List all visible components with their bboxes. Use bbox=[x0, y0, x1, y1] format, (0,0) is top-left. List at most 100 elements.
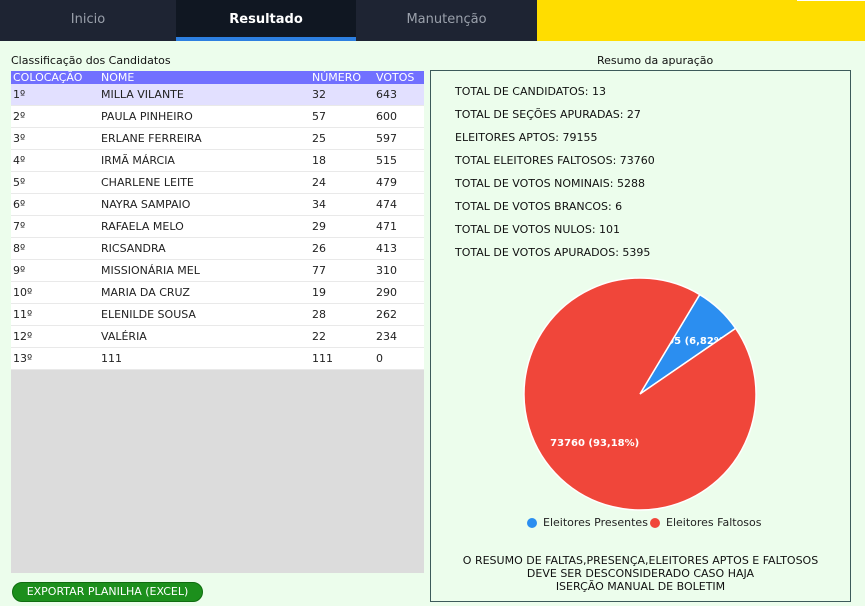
cell-number: 32 bbox=[312, 88, 326, 101]
cell-votes: 597 bbox=[376, 132, 397, 145]
table-row[interactable]: 4º IRMÃ MÁRCIA 18 515 bbox=[11, 150, 424, 172]
cell-name: MILLA VILANTE bbox=[101, 88, 184, 101]
cell-votes: 290 bbox=[376, 286, 397, 299]
cell-number: 24 bbox=[312, 176, 326, 189]
tab-resultado[interactable]: Resultado bbox=[176, 0, 356, 41]
banner-divider bbox=[797, 0, 865, 1]
cell-votes: 515 bbox=[376, 154, 397, 167]
cell-votes: 234 bbox=[376, 330, 397, 343]
cell-name: RICSANDRA bbox=[101, 242, 166, 255]
tab-manutencao[interactable]: Manutenção bbox=[406, 12, 487, 27]
cell-number: 28 bbox=[312, 308, 326, 321]
yellow-banner bbox=[537, 0, 865, 41]
cell-rank: 12º bbox=[13, 330, 33, 343]
cell-name: ERLANE FERREIRA bbox=[101, 132, 202, 145]
cell-number: 57 bbox=[312, 110, 326, 123]
table-row[interactable]: 9º MISSIONÁRIA MEL 77 310 bbox=[11, 260, 424, 282]
cell-name: PAULA PINHEIRO bbox=[101, 110, 193, 123]
table-row[interactable]: 3º ERLANE FERREIRA 25 597 bbox=[11, 128, 424, 150]
export-excel-button[interactable]: EXPORTAR PLANILHA (EXCEL) bbox=[12, 582, 203, 602]
cell-name: MARIA DA CRUZ bbox=[101, 286, 190, 299]
column-header-nome[interactable]: NOME bbox=[101, 71, 135, 84]
table-row[interactable]: 2º PAULA PINHEIRO 57 600 bbox=[11, 106, 424, 128]
cell-number: 26 bbox=[312, 242, 326, 255]
table-row[interactable]: 10º MARIA DA CRUZ 19 290 bbox=[11, 282, 424, 304]
stat-votos-nulos: TOTAL DE VOTOS NULOS: 101 bbox=[455, 223, 621, 236]
cell-name: MISSIONÁRIA MEL bbox=[101, 264, 200, 277]
summary-note-line-2: DEVE SER DESCONSIDERADO CASO HAJA bbox=[526, 567, 755, 580]
stat-eleitores-aptos: ELEITORES APTOS: 79155 bbox=[455, 131, 598, 144]
summary-panel: TOTAL DE CANDIDATOS: 13 TOTAL DE SEÇÕES … bbox=[430, 70, 851, 602]
pie-slice-faltosos[interactable] bbox=[523, 277, 757, 511]
legend-label-presentes: Eleitores Presentes bbox=[543, 516, 648, 529]
summary-note-line-3: ISERÇÃO MANUAL DE BOLETIM bbox=[555, 580, 726, 593]
cell-number: 18 bbox=[312, 154, 326, 167]
pie-label-presentes: 5395 (6,82%) bbox=[653, 336, 728, 347]
legend-label-faltosos: Eleitores Faltosos bbox=[666, 516, 762, 529]
cell-votes: 310 bbox=[376, 264, 397, 277]
stat-eleitores-faltosos: TOTAL ELEITORES FALTOSOS: 73760 bbox=[455, 154, 655, 167]
cell-name: ELENILDE SOUSA bbox=[101, 308, 196, 321]
cell-name: NAYRA SAMPAIO bbox=[101, 198, 191, 211]
cell-name: 111 bbox=[101, 352, 122, 365]
table-row[interactable]: 6º NAYRA SAMPAIO 34 474 bbox=[11, 194, 424, 216]
cell-votes: 479 bbox=[376, 176, 397, 189]
cell-number: 111 bbox=[312, 352, 333, 365]
stat-secoes-apuradas: TOTAL DE SEÇÕES APURADAS: 27 bbox=[455, 108, 641, 121]
tab-inicio[interactable]: Inicio bbox=[70, 12, 106, 27]
pie-label-faltosos: 73760 (93,18%) bbox=[550, 438, 639, 449]
ranking-title: Classificação dos Candidatos bbox=[11, 54, 171, 67]
table-row[interactable]: 5º CHARLENE LEITE 24 479 bbox=[11, 172, 424, 194]
pie-chart: 5395 (6,82%) 73760 (93,18%) bbox=[523, 277, 757, 511]
cell-number: 34 bbox=[312, 198, 326, 211]
cell-rank: 4º bbox=[13, 154, 26, 167]
column-header-numero[interactable]: NÚMERO bbox=[312, 71, 362, 84]
cell-rank: 13º bbox=[13, 352, 33, 365]
column-header-votos[interactable]: VOTOS bbox=[376, 71, 415, 84]
cell-votes: 474 bbox=[376, 198, 397, 211]
table-row[interactable]: 11º ELENILDE SOUSA 28 262 bbox=[11, 304, 424, 326]
cell-number: 29 bbox=[312, 220, 326, 233]
cell-rank: 8º bbox=[13, 242, 26, 255]
cell-rank: 10º bbox=[13, 286, 33, 299]
cell-rank: 7º bbox=[13, 220, 26, 233]
table-header: COLOCAÇÃO NOME NÚMERO VOTOS bbox=[11, 71, 424, 84]
cell-rank: 6º bbox=[13, 198, 26, 211]
cell-votes: 643 bbox=[376, 88, 397, 101]
table-row[interactable]: 8º RICSANDRA 26 413 bbox=[11, 238, 424, 260]
cell-votes: 0 bbox=[376, 352, 383, 365]
cell-rank: 9º bbox=[13, 264, 26, 277]
summary-title: Resumo da apuração bbox=[597, 54, 714, 67]
top-nav-bar: Inicio Resultado Manutenção bbox=[0, 0, 865, 41]
cell-votes: 600 bbox=[376, 110, 397, 123]
table-row[interactable]: 1º MILLA VILANTE 32 643 bbox=[11, 84, 424, 106]
legend-dot-faltosos bbox=[650, 518, 660, 528]
ranking-table: COLOCAÇÃO NOME NÚMERO VOTOS 1º MILLA VILA… bbox=[11, 71, 424, 573]
cell-name: CHARLENE LEITE bbox=[101, 176, 194, 189]
stat-total-candidatos: TOTAL DE CANDIDATOS: 13 bbox=[455, 85, 606, 98]
table-row[interactable]: 12º VALÉRIA 22 234 bbox=[11, 326, 424, 348]
legend-dot-presentes bbox=[527, 518, 537, 528]
column-header-colocacao[interactable]: COLOCAÇÃO bbox=[13, 71, 83, 84]
stat-votos-nominais: TOTAL DE VOTOS NOMINAIS: 5288 bbox=[455, 177, 645, 190]
cell-rank: 11º bbox=[13, 308, 33, 321]
table-row[interactable]: 7º RAFAELA MELO 29 471 bbox=[11, 216, 424, 238]
cell-number: 19 bbox=[312, 286, 326, 299]
cell-number: 77 bbox=[312, 264, 326, 277]
stat-votos-brancos: TOTAL DE VOTOS BRANCOS: 6 bbox=[455, 200, 623, 213]
summary-note-line-1: O RESUMO DE FALTAS,PRESENÇA,ELEITORES AP… bbox=[462, 554, 819, 567]
cell-votes: 471 bbox=[376, 220, 397, 233]
stat-votos-apurados: TOTAL DE VOTOS APURADOS: 5395 bbox=[455, 246, 651, 259]
cell-name: RAFAELA MELO bbox=[101, 220, 184, 233]
cell-number: 22 bbox=[312, 330, 326, 343]
cell-number: 25 bbox=[312, 132, 326, 145]
cell-rank: 5º bbox=[13, 176, 26, 189]
cell-name: IRMÃ MÁRCIA bbox=[101, 154, 175, 167]
cell-votes: 413 bbox=[376, 242, 397, 255]
table-row[interactable]: 13º 111 111 0 bbox=[11, 348, 424, 370]
cell-rank: 1º bbox=[13, 88, 26, 101]
cell-rank: 2º bbox=[13, 110, 26, 123]
cell-rank: 3º bbox=[13, 132, 26, 145]
cell-votes: 262 bbox=[376, 308, 397, 321]
cell-name: VALÉRIA bbox=[101, 330, 147, 343]
